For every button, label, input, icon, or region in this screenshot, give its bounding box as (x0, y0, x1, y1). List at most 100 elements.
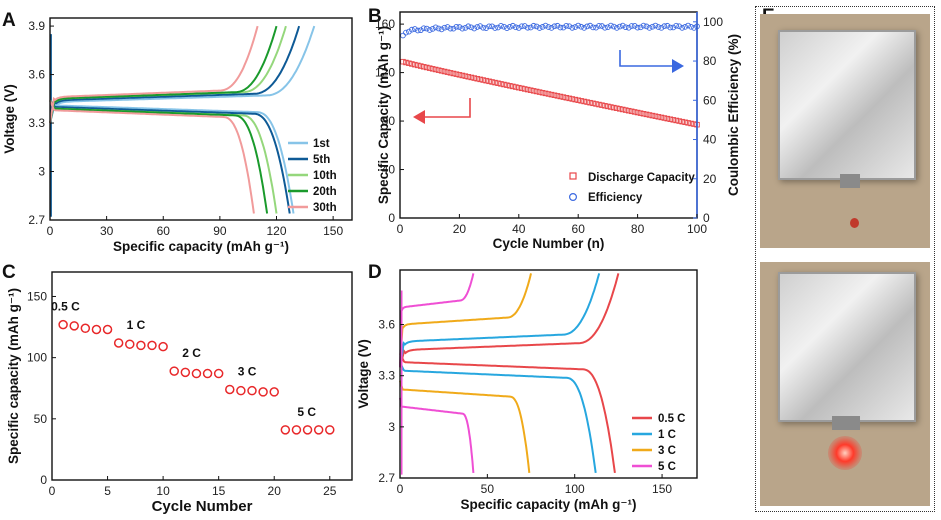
capacity-point (415, 62, 421, 69)
x-axis-label: Cycle Number (n) (493, 236, 605, 251)
capacity-point (465, 74, 472, 80)
led-glow-icon (828, 436, 862, 470)
capacity-point (498, 81, 504, 87)
efficiency-point (468, 24, 475, 31)
photo-pouch-cell-led-off (760, 14, 930, 248)
efficiency-point (640, 22, 647, 29)
y-axis-label: Specific capacity (mAh g⁻¹) (6, 288, 21, 464)
capacity-point (596, 101, 602, 108)
capacity-point (513, 84, 519, 90)
capacity-point (438, 68, 445, 74)
discharge-curve-10th (49, 99, 278, 214)
capacity-point (474, 75, 480, 82)
rate-point-5 C (302, 425, 313, 435)
capacity-point (649, 112, 656, 119)
x-tick-label: 20 (453, 222, 467, 236)
efficiency-point (435, 25, 442, 32)
efficiency-point (593, 24, 599, 31)
capacity-point (480, 77, 486, 83)
capacity-point (572, 96, 578, 103)
efficiency-point (429, 26, 436, 32)
efficiency-point (548, 25, 555, 31)
plot-frame (399, 269, 698, 479)
capacity-point (611, 104, 617, 111)
discharge-curve-5 C (399, 397, 475, 473)
efficiency-point (438, 26, 445, 33)
capacity-point (620, 106, 626, 113)
y-tick-label: 3.3 (378, 369, 395, 383)
y-tick-label: 150 (27, 289, 47, 303)
capacity-point (658, 114, 665, 121)
efficiency-point (685, 22, 691, 29)
arrow-capacity-head (413, 110, 425, 124)
capacity-point (489, 79, 495, 85)
efficiency-point (518, 23, 525, 30)
capacity-point (637, 110, 644, 116)
x-tick-label: 100 (687, 222, 707, 236)
rate-label: 3 C (238, 364, 257, 378)
y-tick-label: 0 (388, 211, 395, 225)
y-tick-label: 3 (388, 420, 395, 434)
efficiency-point (679, 24, 686, 31)
x-tick-label: 10 (156, 484, 170, 498)
efficiency-point (495, 24, 501, 31)
legend-label-efficiency: Efficiency (588, 192, 643, 204)
capacity-point (584, 99, 590, 105)
y2-axis-label: Coulombic Efficiency (%) (726, 34, 741, 196)
plot-frame (49, 17, 353, 221)
efficiency-point (652, 22, 659, 29)
y2-tick-label: 20 (703, 172, 717, 186)
efficiency-point (492, 25, 498, 31)
capacity-point (536, 89, 543, 95)
capacity-point (545, 91, 552, 97)
capacity-point (468, 74, 475, 81)
x-tick-label: 80 (631, 222, 645, 236)
capacity-point (471, 75, 478, 81)
rate-point-1 C (113, 338, 124, 348)
rate-point-0.5 C (80, 323, 91, 334)
efficiency-point (444, 24, 451, 30)
rate-point-2 C (213, 368, 224, 379)
capacity-point (640, 111, 647, 117)
capacity-point (507, 83, 513, 89)
efficiency-point (616, 23, 623, 30)
y-tick-label: 40 (382, 163, 396, 177)
x-axis-label: Specific capacity (mAh g⁻¹) (113, 239, 289, 254)
capacity-point (557, 93, 564, 100)
x-tick-label: 50 (481, 482, 495, 496)
capacity-point (462, 73, 469, 79)
panel-label-c: C (2, 262, 16, 283)
x-tick-label: 120 (266, 224, 286, 238)
discharge-curve-0.5 C (399, 353, 616, 474)
efficiency-point (420, 25, 427, 32)
efficiency-point (658, 24, 665, 31)
y-tick-label: 50 (34, 412, 48, 426)
efficiency-point (634, 24, 641, 31)
panel-label-a: A (2, 10, 16, 31)
efficiency-point (441, 24, 448, 31)
efficiency-point (613, 25, 620, 31)
efficiency-point (584, 23, 590, 30)
capacity-point (432, 66, 439, 73)
capacity-point (661, 115, 668, 121)
rate-label: 1 C (127, 318, 146, 332)
discharge-curve-3 C (399, 380, 531, 474)
discharge-curve-1st (49, 99, 295, 214)
capacity-point (441, 68, 448, 75)
efficiency-point (581, 25, 587, 31)
capacity-point (530, 88, 537, 94)
efficiency-point (524, 24, 531, 31)
efficiency-point (670, 24, 677, 31)
legend-label-5th: 5th (313, 154, 330, 166)
efficiency-point (572, 24, 579, 30)
charge-curve-1st (49, 25, 316, 124)
efficiency-point (465, 23, 472, 30)
efficiency-point (619, 22, 626, 29)
efficiency-point (530, 22, 537, 29)
efficiency-point (504, 25, 510, 31)
efficiency-point (403, 29, 409, 36)
x-tick-label: 150 (652, 482, 672, 496)
efficiency-point (527, 24, 534, 31)
capacity-point (560, 94, 567, 100)
capacity-point (655, 114, 662, 120)
